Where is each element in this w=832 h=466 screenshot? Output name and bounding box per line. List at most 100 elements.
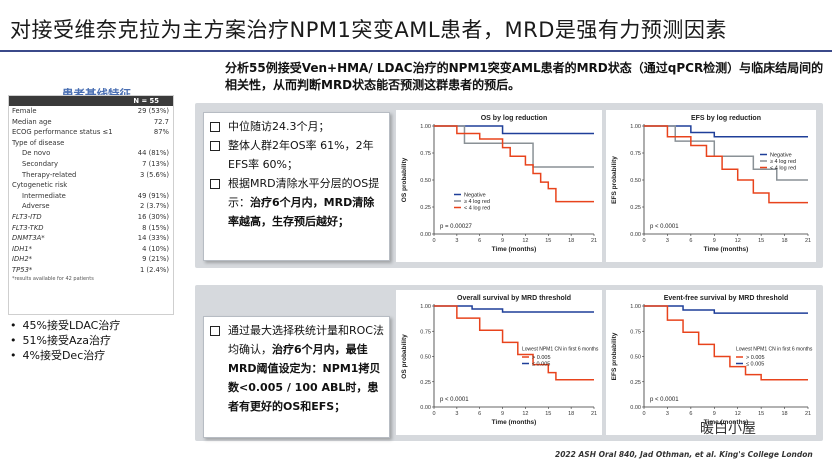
- legend-entry: > 0.005: [532, 355, 551, 361]
- plot-title: OS by log reduction: [481, 115, 548, 122]
- y-tick-label: 0.00: [420, 232, 431, 238]
- x-tick-label: 21: [805, 411, 811, 417]
- os-mrd-svg: Overall survival by MRD threshold 0.00 0.2…: [401, 295, 599, 426]
- legend-entry: < 4 log red: [464, 206, 490, 212]
- treatment-bullets: 45%接受LDAC治疗 51%接受Aza治疗 4%接受Dec治疗: [10, 318, 121, 363]
- baseline-row: FLT3-TKD 8 (15%): [9, 223, 173, 234]
- legend-entry: ≥ 4 log red: [770, 159, 796, 165]
- x-tick-label: 6: [689, 411, 692, 417]
- x-tick-label: 6: [478, 411, 481, 417]
- baseline-row-label: FLT3-TKD: [12, 223, 44, 232]
- x-tick-label: 0: [432, 238, 435, 244]
- efs-log-svg: EFS by log reduction 0.00 0.25 0.50 0.75 1.00…: [611, 115, 811, 253]
- x-tick-label: 9: [501, 238, 504, 244]
- title-divider: [0, 50, 832, 52]
- baseline-row-value: 72.7: [153, 117, 169, 126]
- legend-entry: < 4 log red: [770, 166, 796, 172]
- baseline-row: Cytogenetic risk: [9, 180, 173, 191]
- checkbox-icon: [210, 179, 220, 189]
- x-tick-label: 3: [666, 238, 669, 244]
- baseline-row: Female 29 (53%): [9, 106, 173, 117]
- x-tick-label: 12: [522, 238, 528, 244]
- plot-os-log: OS by log reduction 0.00 0.25 0.50 0.75 1.00 0…: [396, 110, 602, 262]
- baseline-row-value: 2 (3.7%): [139, 202, 169, 211]
- p-value: p = 0.00027: [440, 224, 473, 230]
- x-tick-label: 18: [782, 411, 788, 417]
- p-value: p < 0.0001: [650, 224, 679, 230]
- legend-entry: > 0.005: [746, 355, 765, 361]
- legend-title: Lowest NPM1 CN in first 6 months: [736, 347, 813, 353]
- y-tick-label: 0.75: [630, 151, 641, 157]
- bullet-ldac: 45%接受LDAC治疗: [10, 318, 121, 333]
- baseline-row-value: 8 (15%): [142, 223, 169, 232]
- finding-os-efs: 整体人群2年OS率 61%，2年EFS率 60%；: [204, 136, 389, 174]
- y-axis-label: EFS probability: [611, 332, 618, 380]
- baseline-row-label: Female: [12, 107, 37, 115]
- legend-entry: Negative: [770, 153, 792, 159]
- baseline-row-label: Adverse: [22, 202, 50, 211]
- x-axis-label: Time (months): [492, 246, 537, 253]
- baseline-row-value: 9 (21%): [142, 255, 169, 264]
- x-tick-label: 9: [713, 238, 716, 244]
- x-tick-label: 21: [591, 411, 597, 417]
- baseline-table: N = 55 Female 29 (53%) Median age 72.7 ECOG …: [8, 95, 174, 315]
- findings-box-2: 通过最大选择秩统计量和ROC法均确认，治疗6个月内，最佳MRD阈值设定为：NPM…: [203, 316, 390, 438]
- baseline-row-label: Median age: [12, 117, 52, 126]
- x-tick-label: 15: [758, 411, 764, 417]
- baseline-row-value: 87%: [153, 128, 169, 137]
- x-tick-label: 3: [666, 411, 669, 417]
- km-curve-series-1: [644, 125, 808, 181]
- y-tick-label: 0.25: [630, 380, 641, 386]
- legend-entry: ≤ 0.005: [532, 362, 550, 368]
- y-axis-label: EFS probability: [611, 156, 618, 204]
- x-tick-label: 18: [568, 238, 574, 244]
- baseline-footnote: *results available for 42 patients: [12, 275, 94, 282]
- x-tick-label: 0: [642, 411, 645, 417]
- plot-title: Overall survival by MRD threshold: [457, 295, 571, 302]
- y-tick-label: 0.50: [630, 178, 641, 184]
- baseline-row-label: Intermediate: [22, 191, 66, 200]
- baseline-row-label: Cytogenetic risk: [12, 181, 68, 190]
- baseline-row: IDH1* 4 (10%): [9, 244, 173, 255]
- finding-mrd-os: 根据MRD清除水平分层的OS提示：治疗6个月内，MRD清除率越高，生存预后越好；: [204, 174, 389, 231]
- y-axis-label: OS probability: [401, 157, 408, 202]
- baseline-row: DNMT3A* 14 (33%): [9, 233, 173, 244]
- y-tick-label: 0.50: [420, 178, 431, 184]
- x-tick-label: 6: [478, 238, 481, 244]
- bullet-aza: 51%接受Aza治疗: [10, 333, 120, 348]
- x-tick-label: 18: [568, 411, 574, 417]
- km-curve-series-2: [644, 125, 808, 204]
- x-tick-label: 18: [782, 238, 788, 244]
- baseline-row: FLT3-ITD 16 (30%): [9, 212, 173, 223]
- legend-entry: ≤ 0.005: [746, 362, 764, 368]
- y-tick-label: 0.75: [630, 329, 641, 335]
- y-tick-label: 0.75: [420, 329, 431, 335]
- watermark: 暖白小屋: [700, 421, 756, 437]
- y-tick-label: 0.25: [630, 205, 641, 211]
- baseline-row: De novo 44 (81%): [9, 148, 173, 159]
- baseline-row-value: 3 (5.6%): [139, 170, 169, 179]
- x-tick-label: 15: [545, 411, 551, 417]
- bullet-dec: 4%接受Dec治疗: [10, 348, 120, 363]
- x-axis-label: Time (months): [704, 419, 749, 426]
- baseline-row: IDH2* 9 (21%): [9, 254, 173, 265]
- baseline-row-value: 7 (13%): [142, 159, 169, 168]
- p-value: p < 0.0001: [440, 397, 469, 403]
- baseline-row-label: IDH1*: [12, 244, 33, 253]
- plot-title: EFS by log reduction: [691, 115, 761, 122]
- km-curve-series-0: [434, 305, 594, 313]
- x-tick-label: 21: [591, 238, 597, 244]
- plot-efs-log: EFS by log reduction 0.00 0.25 0.50 0.75 1.00…: [606, 110, 816, 262]
- baseline-row-label: IDH2*: [12, 255, 33, 264]
- legend-entry: ≥ 4 log red: [464, 199, 490, 205]
- baseline-row-label: FLT3-ITD: [12, 212, 42, 221]
- legend-title: Lowest NPM1 CN in first 6 months: [522, 347, 599, 353]
- y-tick-label: 1.00: [420, 304, 431, 310]
- baseline-row: Intermediate 49 (91%): [9, 191, 173, 202]
- baseline-row: ECOG performance status ≤1 87%: [9, 127, 173, 138]
- km-curve-series-0: [644, 125, 808, 138]
- slide-subtitle: 分析55例接受Ven+HMA/ LDAC治疗的NPM1突变AML患者的MRD状态…: [225, 61, 824, 92]
- km-curve-series-0: [434, 125, 594, 135]
- y-tick-label: 0.75: [420, 151, 431, 157]
- checkbox-icon: [210, 141, 220, 151]
